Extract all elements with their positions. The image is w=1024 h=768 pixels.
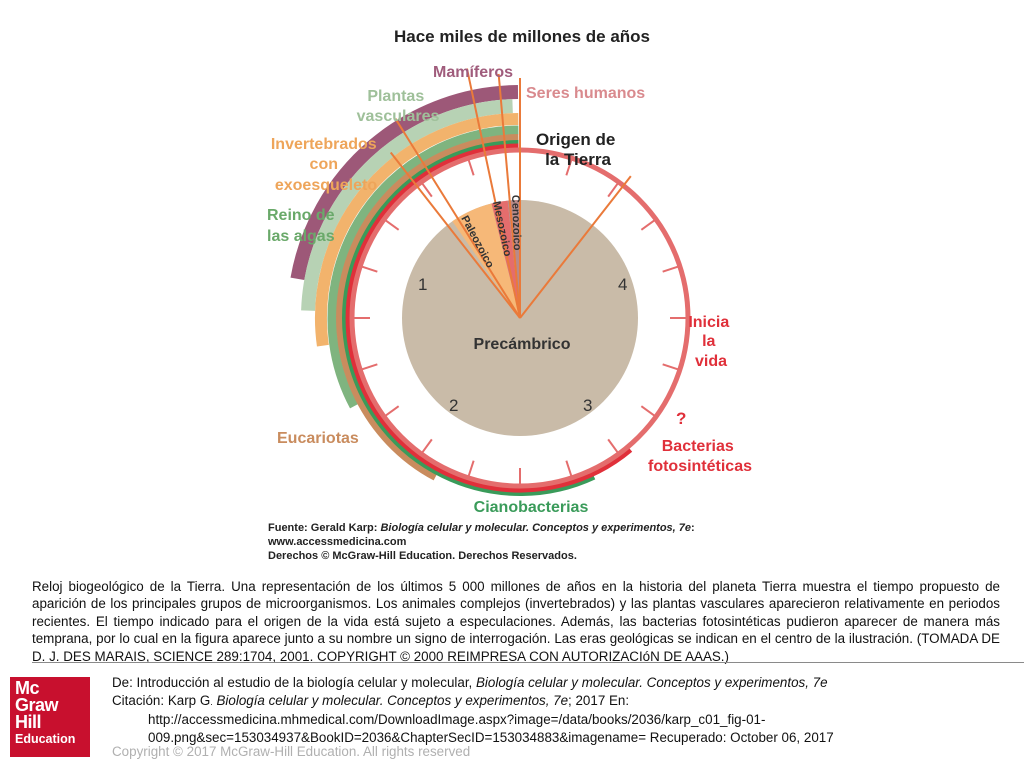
footer-divider [32, 662, 1024, 663]
clock-tick [421, 438, 433, 453]
clock-tick [467, 460, 475, 477]
mammals-arc [290, 85, 519, 281]
photosynthetic-bacteria-label: Bacterias fotosintéticas [648, 438, 752, 475]
citation-url-line-1: http://accessmedicina.mhmedical.com/Down… [148, 712, 766, 727]
clock-tick [385, 405, 400, 417]
clock-tick [662, 265, 679, 273]
source-line-3: Derechos © McGraw-Hill Education. Derech… [268, 550, 577, 562]
invertebrates-line [389, 151, 521, 319]
source-line-2: www.accessmedicina.com [267, 536, 407, 548]
clock-number-1: 1 [418, 275, 427, 294]
citation-url-line-2: 009.png&sec=153034937&BookID=2036&Chapte… [148, 729, 834, 745]
clock-tick [640, 219, 655, 231]
clock-tick [421, 183, 433, 198]
eukaryotes-label: Eucariotas [277, 430, 359, 447]
mammals-line [466, 68, 521, 319]
vascular-plants-arc [301, 99, 513, 311]
clock-number-4: 4 [618, 275, 627, 294]
clock-tick [361, 265, 378, 273]
precambrian-label: Precámbrico [474, 336, 571, 353]
clock-number-3: 3 [583, 396, 592, 415]
cyanobacteria-label: Cianobacterias [474, 499, 589, 516]
vascular-plants-label: Plantas vasculares [357, 88, 440, 125]
mammals-line-2 [497, 73, 521, 319]
diagram-title: Hace miles de millones de años [394, 27, 650, 46]
source-line-1: Fuente: Gerald Karp: Biología celular y … [268, 522, 695, 534]
source-book-line: De: Introducción al estudio de la biolog… [112, 675, 828, 690]
clock-ticks [354, 152, 686, 484]
invertebrates-label: Invertebrados con exoesqueleto [271, 136, 381, 194]
clock-number-2: 2 [449, 396, 458, 415]
biogeological-clock-diagram: Hace miles de millones de años 1 2 3 4 P… [267, 27, 752, 562]
question-mark: ? [676, 409, 686, 428]
mcgraw-hill-logo: Mc Graw Hill Education [10, 677, 90, 757]
citation-block: De: Introducción al estudio de la biolog… [112, 674, 1012, 746]
photosynthetic-bacteria-arc [345, 143, 633, 493]
clock-tick [385, 219, 400, 231]
emergence-lines [389, 68, 632, 319]
clock-tick [565, 460, 573, 477]
citation-line: Citación: Karp G. Biología celular y mol… [112, 692, 630, 708]
clock-tick [640, 405, 655, 417]
clock-tick [607, 438, 619, 453]
earth-origin-label: Origen de la Tierra [536, 130, 620, 169]
invertebrates-arc [315, 113, 519, 347]
algae-arc [327, 125, 519, 409]
humans-label: Seres humanos [526, 85, 645, 102]
clock-tick [662, 363, 679, 371]
time-range-arcs [290, 85, 633, 496]
earth-origin-line [519, 175, 632, 319]
mammals-label: Mamíferos [433, 64, 513, 81]
figure-caption: Reloj biogeológico de la Tierra. Una rep… [32, 579, 1000, 664]
life-begins-label: Inicia la vida [688, 314, 733, 370]
clock-tick [361, 363, 378, 371]
cenozoic-label: Cenozoico [509, 195, 523, 251]
copyright-notice: Copyright © 2017 McGraw-Hill Education. … [112, 744, 471, 759]
algae-label: Reino de las algas [267, 207, 339, 245]
clock-tick [565, 159, 573, 176]
vascular-plants-line [394, 118, 521, 319]
eukaryotes-arc [336, 134, 519, 481]
clock-tick [467, 159, 475, 176]
clock-tick [607, 183, 619, 198]
